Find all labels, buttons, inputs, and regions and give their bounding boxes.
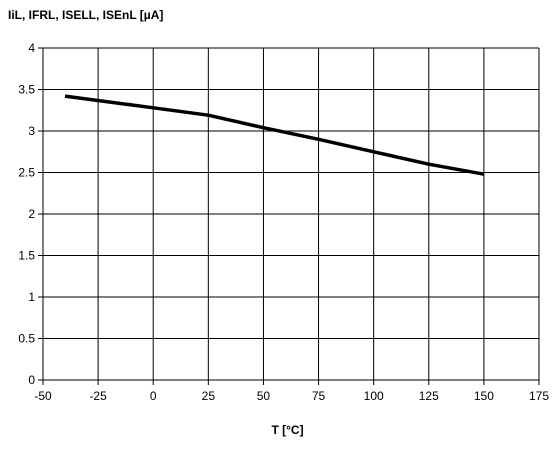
- x-axis-label: T [°C]: [271, 423, 304, 437]
- y-tick-label: 3.5: [18, 83, 35, 97]
- x-tick-label: -50: [34, 389, 52, 403]
- x-tick-label: 50: [257, 389, 271, 403]
- x-tick-label: 125: [419, 389, 439, 403]
- y-tick-label: 2.5: [18, 166, 35, 180]
- x-tick-label: 75: [312, 389, 326, 403]
- x-tick-label: 100: [364, 389, 384, 403]
- x-tick-label: 25: [202, 389, 216, 403]
- y-tick-label: 4: [28, 41, 35, 55]
- y-tick-label: 1: [28, 290, 35, 304]
- x-tick-label: 150: [474, 389, 494, 403]
- y-tick-label: 1.5: [18, 249, 35, 263]
- y-tick-label: 0: [28, 373, 35, 387]
- y-tick-label: 0.5: [18, 332, 35, 346]
- y-tick-label: 3: [28, 124, 35, 138]
- y-axis-label: IiL, IFRL, ISELL, ISEnL [µA]: [8, 8, 164, 22]
- y-tick-label: 2: [28, 207, 35, 221]
- x-tick-label: -25: [89, 389, 107, 403]
- x-tick-label: 175: [529, 389, 549, 403]
- x-tick-label: 0: [150, 389, 157, 403]
- series-line: [64, 94, 485, 176]
